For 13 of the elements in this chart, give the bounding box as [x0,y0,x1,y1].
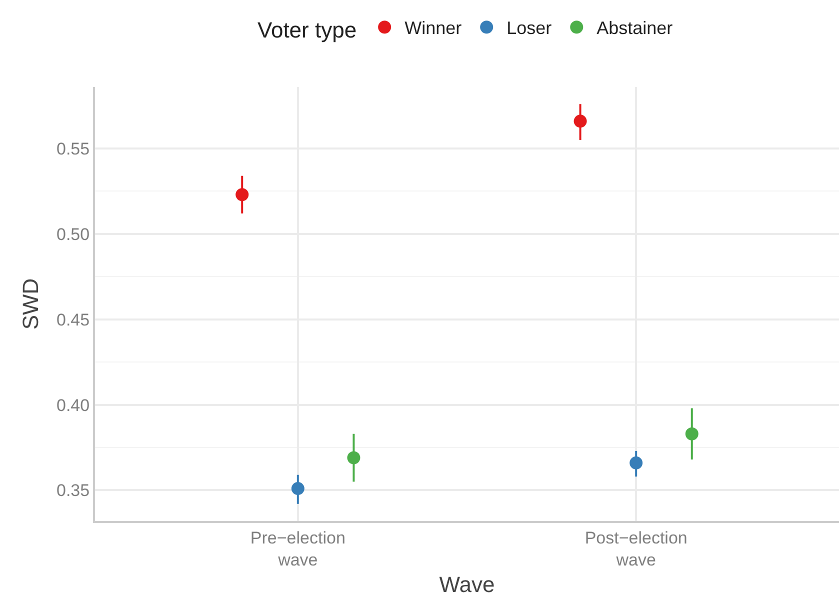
x-tick-label: Pre−election wave [250,528,346,570]
x-tick-label: Post−election wave [584,528,688,570]
y-tick-label: 0.55 [56,139,90,158]
y-tick-label: 0.35 [56,481,90,500]
y-axis-title: SWD [18,278,43,330]
x-axis-title: Wave [439,572,495,597]
y-tick-label: 0.45 [56,310,90,330]
legend-label: Abstainer [596,18,673,38]
legend-label: Loser [506,18,552,38]
legend-label: Winner [404,18,462,38]
y-tick-label: 0.50 [56,224,90,244]
legend-title: Voter type [258,18,357,43]
y-tick-label: 0.40 [56,396,90,415]
